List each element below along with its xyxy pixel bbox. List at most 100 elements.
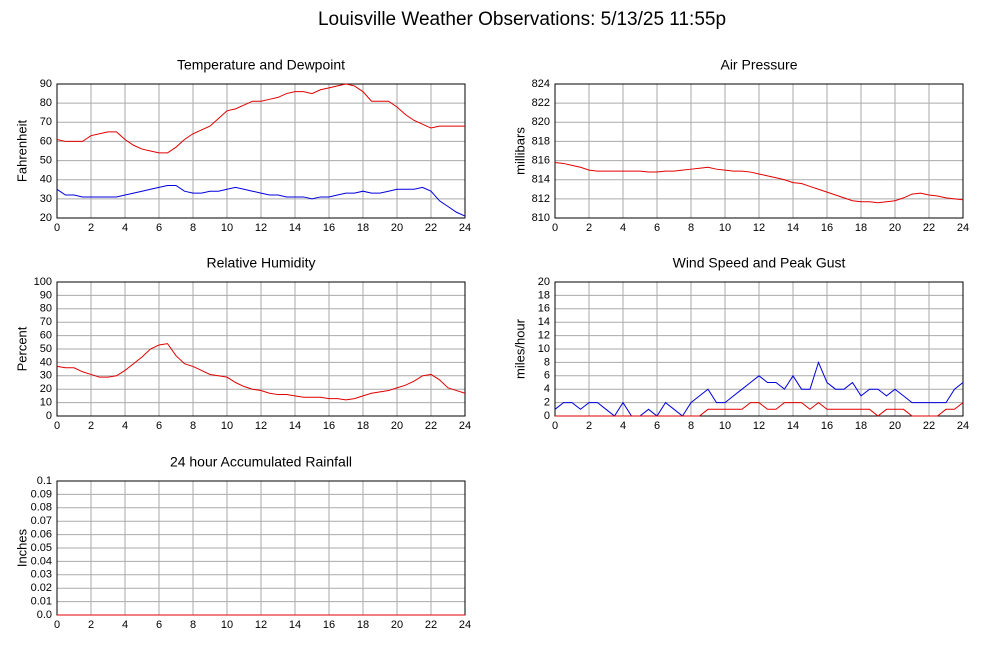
y-axis-label: millibars bbox=[512, 127, 527, 175]
y-tick-label: 0.06 bbox=[31, 529, 52, 541]
y-tick-label: 0.09 bbox=[31, 488, 52, 500]
x-tick-label: 14 bbox=[289, 420, 301, 432]
x-tick-label: 8 bbox=[688, 222, 694, 234]
y-tick-label: 10 bbox=[40, 397, 52, 409]
x-tick-label: 10 bbox=[719, 420, 731, 432]
x-tick-label: 22 bbox=[923, 420, 935, 432]
y-tick-label: 14 bbox=[538, 316, 550, 328]
x-tick-label: 0 bbox=[552, 420, 558, 432]
x-tick-label: 12 bbox=[255, 619, 267, 631]
x-tick-label: 20 bbox=[391, 222, 403, 234]
x-tick-label: 0 bbox=[552, 222, 558, 234]
x-tick-label: 16 bbox=[323, 222, 335, 234]
x-tick-label: 20 bbox=[391, 619, 403, 631]
plot-frame bbox=[56, 83, 466, 219]
x-tick-label: 0 bbox=[54, 222, 60, 234]
x-tick-label: 18 bbox=[855, 222, 867, 234]
x-tick-label: 2 bbox=[88, 420, 94, 432]
x-tick-label: 12 bbox=[753, 222, 765, 234]
y-tick-label: 0.1 bbox=[37, 475, 52, 487]
x-tick-label: 18 bbox=[357, 619, 369, 631]
y-tick-label: 814 bbox=[532, 174, 550, 186]
chart-title: Air Pressure bbox=[720, 57, 797, 73]
y-tick-label: 822 bbox=[532, 97, 550, 109]
x-tick-label: 4 bbox=[122, 420, 128, 432]
y-tick-label: 0.0 bbox=[37, 609, 52, 621]
y-tick-label: 0 bbox=[544, 410, 550, 422]
x-tick-label: 18 bbox=[357, 222, 369, 234]
y-tick-label: 12 bbox=[538, 330, 550, 342]
y-axis-label: miles/hour bbox=[512, 318, 527, 379]
x-tick-label: 2 bbox=[586, 222, 592, 234]
y-tick-label: 6 bbox=[544, 370, 550, 382]
x-tick-label: 8 bbox=[688, 420, 694, 432]
y-tick-label: 0.08 bbox=[31, 502, 52, 514]
x-tick-label: 14 bbox=[787, 420, 799, 432]
y-axis-label: Percent bbox=[14, 326, 29, 371]
x-tick-label: 6 bbox=[156, 222, 162, 234]
y-tick-label: 40 bbox=[40, 174, 52, 186]
y-tick-label: 40 bbox=[40, 356, 52, 368]
x-tick-label: 20 bbox=[391, 420, 403, 432]
y-tick-label: 80 bbox=[40, 303, 52, 315]
y-tick-label: 812 bbox=[532, 193, 550, 205]
y-tick-label: 30 bbox=[40, 370, 52, 382]
y-axis-label: Inches bbox=[14, 528, 29, 567]
chart-title: Relative Humidity bbox=[207, 255, 316, 271]
y-tick-label: 2 bbox=[544, 397, 550, 409]
y-tick-label: 20 bbox=[538, 276, 550, 288]
x-tick-label: 24 bbox=[459, 222, 471, 234]
y-tick-label: 820 bbox=[532, 116, 550, 128]
y-tick-label: 60 bbox=[40, 330, 52, 342]
x-tick-label: 12 bbox=[753, 420, 765, 432]
x-tick-label: 20 bbox=[889, 420, 901, 432]
x-tick-label: 16 bbox=[821, 420, 833, 432]
y-tick-label: 70 bbox=[40, 116, 52, 128]
x-tick-label: 4 bbox=[620, 420, 626, 432]
page-title: Louisville Weather Observations: 5/13/25… bbox=[318, 9, 726, 30]
x-tick-label: 20 bbox=[889, 222, 901, 234]
y-tick-label: 50 bbox=[40, 343, 52, 355]
x-tick-label: 4 bbox=[122, 222, 128, 234]
data-line bbox=[554, 360, 964, 417]
x-tick-label: 4 bbox=[122, 619, 128, 631]
x-tick-label: 18 bbox=[357, 420, 369, 432]
x-tick-label: 2 bbox=[88, 222, 94, 234]
y-tick-label: 90 bbox=[40, 78, 52, 90]
y-tick-label: 810 bbox=[532, 212, 550, 224]
x-tick-label: 22 bbox=[425, 420, 437, 432]
y-tick-label: 4 bbox=[544, 383, 550, 395]
x-tick-label: 6 bbox=[156, 619, 162, 631]
y-tick-label: 20 bbox=[40, 212, 52, 224]
x-tick-label: 22 bbox=[425, 222, 437, 234]
x-tick-label: 24 bbox=[459, 420, 471, 432]
x-tick-label: 10 bbox=[221, 420, 233, 432]
y-tick-label: 8 bbox=[544, 356, 550, 368]
chart-title: Temperature and Dewpoint bbox=[177, 57, 345, 73]
y-tick-label: 0.02 bbox=[31, 582, 52, 594]
y-tick-label: 0.05 bbox=[31, 542, 52, 554]
x-tick-label: 10 bbox=[221, 619, 233, 631]
x-tick-label: 18 bbox=[855, 420, 867, 432]
data-line bbox=[555, 401, 964, 417]
plot-frame bbox=[554, 83, 964, 219]
y-tick-label: 90 bbox=[40, 289, 52, 301]
y-tick-label: 0.04 bbox=[31, 555, 52, 567]
x-tick-label: 2 bbox=[88, 619, 94, 631]
chart-title: 24 hour Accumulated Rainfall bbox=[170, 454, 352, 470]
x-tick-label: 14 bbox=[289, 222, 301, 234]
y-tick-label: 70 bbox=[40, 316, 52, 328]
y-tick-label: 824 bbox=[532, 78, 550, 90]
data-line bbox=[554, 161, 964, 204]
x-tick-label: 24 bbox=[957, 222, 969, 234]
x-tick-label: 0 bbox=[54, 420, 60, 432]
x-tick-label: 0 bbox=[54, 619, 60, 631]
x-tick-label: 24 bbox=[459, 619, 471, 631]
y-tick-label: 30 bbox=[40, 193, 52, 205]
x-tick-label: 6 bbox=[156, 420, 162, 432]
x-tick-label: 2 bbox=[586, 420, 592, 432]
y-tick-label: 80 bbox=[40, 97, 52, 109]
x-tick-label: 22 bbox=[923, 222, 935, 234]
x-tick-label: 16 bbox=[323, 420, 335, 432]
